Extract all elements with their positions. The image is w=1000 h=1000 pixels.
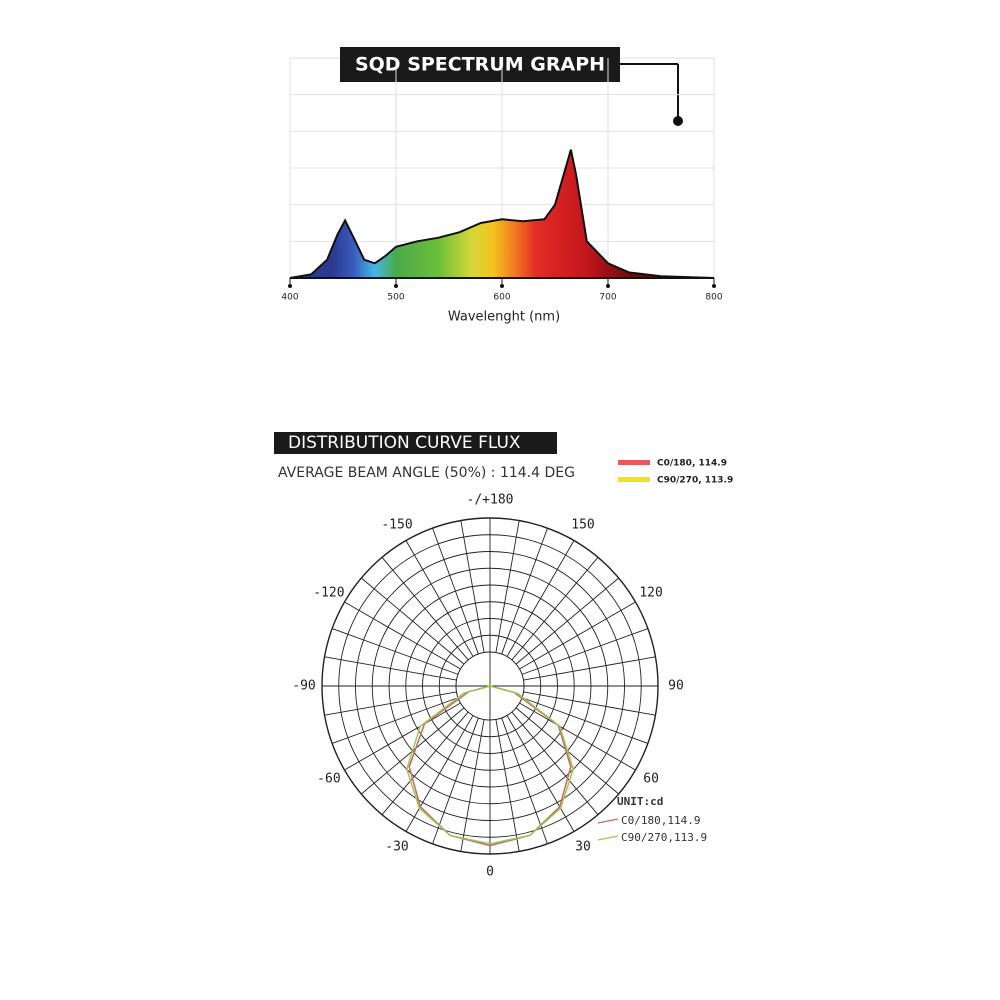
spoke: [511, 711, 599, 815]
spoke: [381, 557, 469, 661]
spoke: [501, 717, 548, 845]
x-tick-label: 700: [599, 293, 616, 303]
angle-tick-label: 0: [486, 865, 494, 880]
x-tick-label: 800: [705, 293, 722, 303]
x-tick-label: 600: [493, 293, 510, 303]
spoke: [381, 711, 469, 815]
legend-swatch: [618, 460, 650, 465]
spoke: [324, 691, 457, 716]
x-tick-dot: [288, 284, 292, 288]
spoke: [501, 527, 548, 655]
spoke: [324, 656, 457, 681]
distribution-curve: [406, 685, 574, 845]
angle-tick-label: -90: [292, 679, 315, 694]
x-tick-label: 500: [387, 293, 404, 303]
angle-tick-label: 60: [643, 772, 659, 787]
angle-tick-label: -30: [385, 840, 408, 855]
x-axis-label: Wavelenght (nm): [448, 310, 560, 325]
spoke: [521, 628, 649, 675]
spoke: [361, 577, 465, 665]
angle-tick-label: -/+180: [467, 493, 514, 508]
spoke: [331, 628, 459, 675]
spoke: [432, 717, 479, 845]
angle-tick-label: -120: [313, 586, 344, 601]
x-tick-dot: [712, 284, 716, 288]
angle-tick-label: 30: [575, 840, 591, 855]
spectrum-area: [289, 149, 715, 279]
legend-label: C90/270,113.9: [621, 831, 707, 844]
title-box: [274, 432, 557, 454]
angle-tick-label: 120: [639, 586, 662, 601]
title-box: [340, 47, 620, 82]
unit-label: UNIT:cd: [617, 795, 663, 808]
angle-tick-label: -150: [381, 517, 412, 532]
legend-label: C0/180,114.9: [621, 814, 700, 827]
legend-line: [597, 818, 619, 824]
spoke: [515, 577, 619, 665]
x-tick-dot: [394, 284, 398, 288]
chart-title: DISTRIBUTION CURVE FLUX: [288, 433, 521, 453]
chart-title: SQD SPECTRUM GRAPH: [355, 54, 605, 76]
spoke: [523, 656, 656, 681]
connector-dot: [673, 116, 683, 126]
spoke: [405, 715, 474, 832]
x-tick-label: 400: [281, 293, 298, 303]
spoke: [405, 540, 474, 657]
spoke: [506, 715, 575, 832]
spoke: [519, 601, 636, 670]
spoke: [460, 719, 485, 852]
legend-line: [597, 835, 619, 841]
spoke: [523, 691, 656, 716]
spoke: [495, 520, 520, 653]
angle-tick-label: -60: [317, 772, 340, 787]
subtitle: AVERAGE BEAM ANGLE (50%) : 114.4 DEG: [278, 465, 575, 481]
legend-swatch: [618, 477, 650, 482]
spoke: [344, 702, 461, 771]
x-tick-dot: [606, 284, 610, 288]
spoke: [511, 557, 599, 661]
spoke: [495, 719, 520, 852]
spoke: [506, 540, 575, 657]
x-tick-dot: [500, 284, 504, 288]
angle-tick-label: 90: [668, 679, 684, 694]
spoke: [344, 601, 461, 670]
spoke: [519, 702, 636, 771]
angle-tick-label: 150: [571, 517, 594, 532]
legend-label: C0/180, 114.9: [657, 459, 727, 469]
spoke: [460, 520, 485, 653]
spoke: [521, 697, 649, 744]
legend-label: C90/270, 113.9: [657, 476, 733, 486]
spoke: [432, 527, 479, 655]
spoke: [331, 697, 459, 744]
